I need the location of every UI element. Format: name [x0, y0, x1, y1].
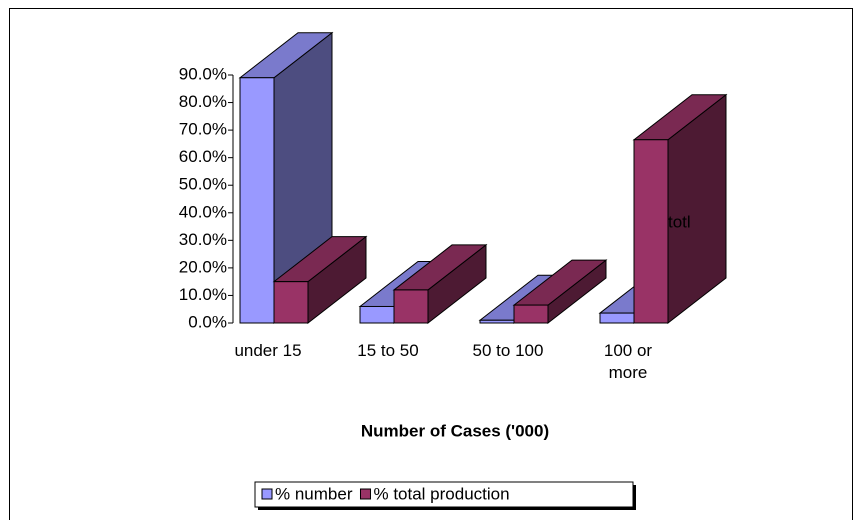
- bar-front: [513, 304, 549, 324]
- x-tick-label: 100 or more: [603, 341, 653, 382]
- legend-label: % number: [275, 484, 353, 503]
- bar-front: [479, 319, 515, 324]
- y-tick-label: 30.0%: [179, 230, 227, 249]
- x-tick-label: 50 to 100: [472, 341, 544, 360]
- bar-front: [633, 139, 669, 324]
- legend-box: [254, 481, 634, 508]
- legend: % number % total production: [254, 481, 636, 510]
- y-tick-label: 50.0%: [179, 175, 227, 194]
- annotation: totl: [668, 212, 691, 231]
- y-tick-label: 40.0%: [179, 202, 227, 221]
- y-tick-label: 70.0%: [179, 120, 227, 139]
- bar: [632, 93, 728, 325]
- x-axis-title: Number of Cases ('000): [361, 421, 549, 440]
- x-tick-label: under 15: [234, 341, 302, 360]
- bar-front: [273, 281, 309, 324]
- bar: [272, 235, 368, 325]
- bar-front: [359, 305, 395, 324]
- y-tick-label: 90.0%: [179, 64, 227, 83]
- y-tick-label: 80.0%: [179, 92, 227, 111]
- y-tick-label: 0.0%: [188, 312, 227, 331]
- bar-front: [393, 289, 429, 324]
- bar-front: [239, 77, 275, 324]
- y-tick-label: 10.0%: [179, 285, 227, 304]
- legend-label: % total production: [373, 484, 509, 503]
- bar: [512, 259, 608, 325]
- y-tick-label: 20.0%: [179, 257, 227, 276]
- bar: [392, 243, 488, 325]
- bar-front: [599, 312, 635, 324]
- legend-swatch: [261, 488, 273, 500]
- x-tick-label: 15 to 50: [357, 341, 419, 360]
- y-tick-label: 60.0%: [179, 147, 227, 166]
- legend-swatch: [359, 488, 371, 500]
